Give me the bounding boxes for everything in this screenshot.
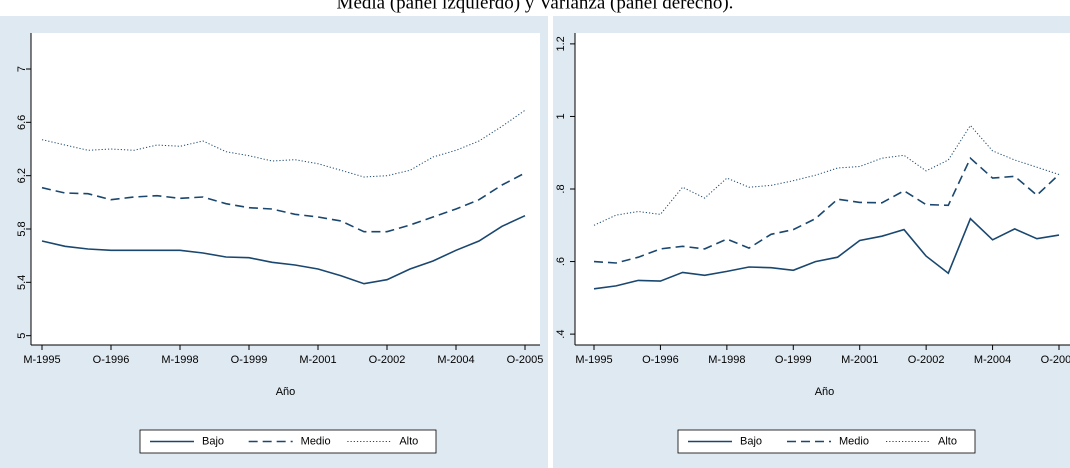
series-line bbox=[41, 109, 526, 178]
x-tick-label: O-2002 bbox=[908, 354, 945, 366]
legend-label: Alto bbox=[399, 435, 418, 447]
series-line bbox=[593, 156, 1060, 264]
x-tick-label: M-2004 bbox=[974, 354, 1011, 366]
x-tick-label: O-2005 bbox=[1041, 354, 1070, 366]
x-tick-label: M-2001 bbox=[299, 354, 336, 366]
legend-label: Medio bbox=[839, 435, 869, 447]
x-axis-label: Año bbox=[815, 386, 835, 398]
legend-box bbox=[139, 429, 437, 454]
series-line bbox=[41, 214, 526, 285]
x-tick-label: O-1999 bbox=[775, 354, 812, 366]
series-line bbox=[41, 172, 526, 233]
y-tick-label: 5.4 bbox=[16, 275, 28, 290]
x-tick-label: M-1995 bbox=[23, 354, 60, 366]
x-tick-label: O-1996 bbox=[642, 354, 679, 366]
x-tick-label: O-2002 bbox=[369, 354, 406, 366]
x-tick-label: O-2005 bbox=[507, 354, 544, 366]
y-tick-label: 7 bbox=[16, 66, 28, 72]
y-tick-label: 1.2 bbox=[555, 36, 567, 51]
x-tick-label: M-2001 bbox=[841, 354, 878, 366]
y-tick-label: .4 bbox=[555, 330, 567, 339]
y-tick-label: 6.6 bbox=[16, 115, 28, 130]
x-axis-label: Año bbox=[276, 386, 296, 398]
figure-title: Media (panel izquierdo) y Varianza (pane… bbox=[337, 0, 734, 13]
y-tick-label: 5 bbox=[16, 333, 28, 339]
plot-area bbox=[31, 33, 540, 345]
x-tick-label: M-1998 bbox=[161, 354, 198, 366]
y-tick-label: 1 bbox=[555, 113, 567, 119]
legend-label: Bajo bbox=[740, 435, 762, 447]
legend-label: Alto bbox=[938, 435, 957, 447]
x-tick-label: M-1995 bbox=[575, 354, 612, 366]
legend-box bbox=[677, 429, 976, 454]
x-tick-label: O-1996 bbox=[93, 354, 130, 366]
series-line bbox=[593, 217, 1060, 290]
x-tick-label: O-1999 bbox=[231, 354, 268, 366]
y-tick-label: 5.8 bbox=[16, 221, 28, 236]
legend-label: Medio bbox=[301, 435, 331, 447]
y-tick-label: .8 bbox=[555, 184, 567, 193]
y-tick-label: .6 bbox=[555, 257, 567, 266]
y-tick-label: 6.2 bbox=[16, 168, 28, 183]
x-tick-label: M-2004 bbox=[437, 354, 474, 366]
series-line bbox=[593, 124, 1060, 226]
plot-area bbox=[575, 33, 1070, 345]
legend-label: Bajo bbox=[202, 435, 224, 447]
x-tick-label: M-1998 bbox=[708, 354, 745, 366]
